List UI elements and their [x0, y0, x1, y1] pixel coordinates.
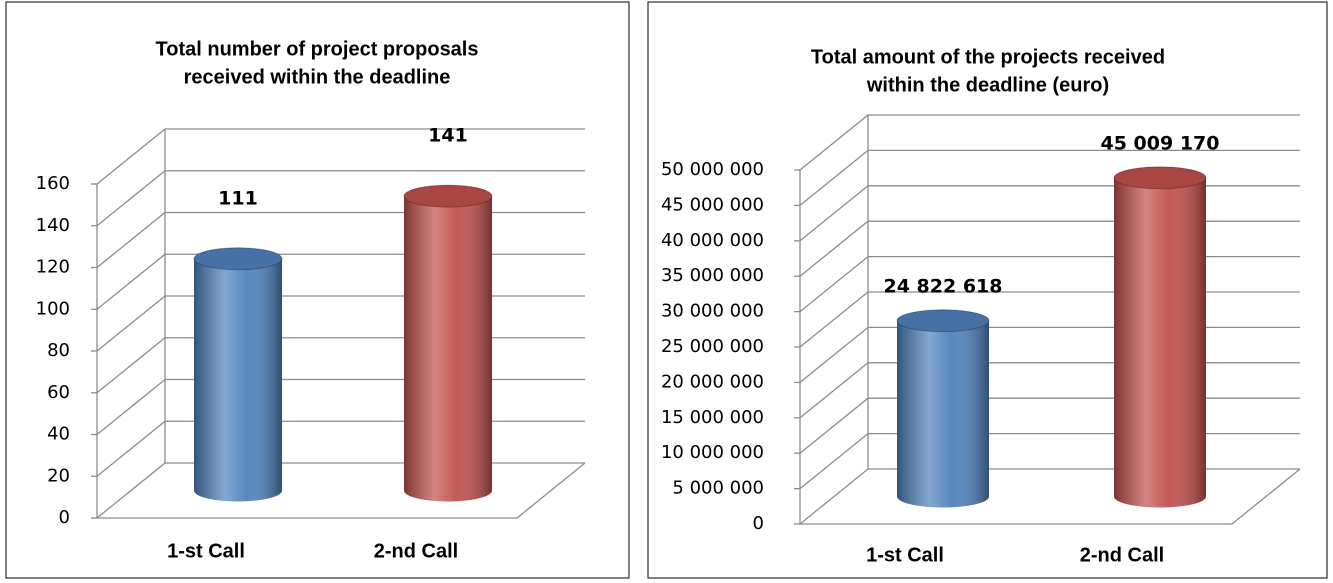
chart-title: Total number of project proposals [156, 38, 479, 60]
x-tick-label: 2-nd Call [374, 540, 458, 562]
y-tick-label: 20 [47, 465, 70, 486]
cylinder-top [193, 247, 283, 271]
y-tick-label: 100 [36, 298, 70, 319]
cylinder-top [403, 184, 493, 208]
cylinder-shade [404, 185, 492, 502]
y-tick-label: 5 000 000 [672, 478, 764, 499]
y-tick-label: 120 [36, 257, 70, 278]
y-tick-label: 10 000 000 [661, 442, 764, 463]
data-label: 141 [428, 125, 468, 147]
cylinder-shade [1114, 166, 1206, 508]
cylinder-top-shade [404, 185, 492, 208]
chart-title: within the deadline (euro) [866, 74, 1109, 96]
y-tick-label: 20 000 000 [661, 371, 764, 392]
cylinder-shade [194, 247, 282, 502]
cylinder-top-shade [1114, 166, 1206, 189]
data-label: 24 822 618 [884, 275, 1003, 297]
cylinder-shade [897, 309, 989, 508]
y-tick-label: 160 [36, 173, 70, 194]
floor [800, 468, 1301, 525]
data-label: 111 [218, 187, 258, 209]
cylinder-top [896, 309, 990, 333]
x-tick-label: 2-nd Call [1080, 544, 1164, 566]
y-tick-label: 30 000 000 [661, 301, 764, 322]
x-tick-label: 1-st Call [167, 540, 245, 562]
panel [5, 1, 630, 579]
cylinder-top-shade [897, 309, 989, 332]
y-tick-label: 0 [59, 507, 70, 528]
y-tick-label: 15 000 000 [661, 407, 764, 428]
y-tick-label: 35 000 000 [661, 265, 764, 286]
chart-title: received within the deadline [184, 66, 451, 88]
y-tick-label: 45 000 000 [661, 194, 764, 215]
floor [97, 462, 586, 519]
y-tick-label: 0 [753, 513, 764, 534]
y-tick-label: 80 [47, 340, 70, 361]
cylinder-top-shade [194, 247, 282, 270]
grid-line [96, 170, 585, 227]
chart-title: Total amount of the projects received [811, 46, 1165, 68]
x-tick-label: 1-st Call [866, 544, 944, 566]
y-tick-label: 40 [47, 424, 70, 445]
grid-line [799, 114, 1300, 171]
y-tick-label: 60 [47, 382, 70, 403]
y-tick-label: 140 [36, 215, 70, 236]
y-tick-label: 25 000 000 [661, 336, 764, 357]
y-tick-label: 50 000 000 [661, 159, 764, 180]
y-tick-label: 40 000 000 [661, 230, 764, 251]
grid-line [96, 128, 585, 185]
grid-line [799, 149, 1300, 206]
data-label: 45 009 170 [1101, 132, 1220, 154]
cylinder-top [1113, 166, 1207, 190]
